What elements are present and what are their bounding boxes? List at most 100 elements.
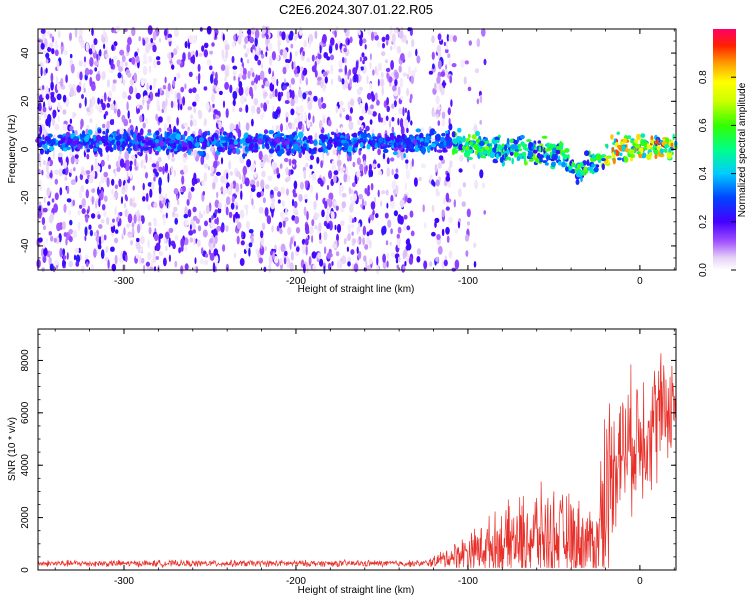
heatmap-cell <box>188 230 194 236</box>
heatmap-cell <box>320 160 323 169</box>
heatmap-band-cell <box>222 131 227 136</box>
colorbar-tick-label: 0.6 <box>698 118 709 132</box>
heatmap-band-cell <box>434 140 439 145</box>
heatmap-band-cell <box>157 145 162 153</box>
heatmap-band-cell <box>405 137 412 145</box>
heatmap-cell <box>307 100 313 111</box>
heatmap-cell <box>316 156 320 164</box>
heatmap-cell <box>328 192 334 201</box>
heatmap-cell <box>391 33 396 43</box>
heatmap-cell <box>330 37 335 46</box>
heatmap-cell <box>238 107 243 113</box>
heatmap-band-cell <box>334 132 337 140</box>
heatmap-band-cell <box>538 154 544 160</box>
heatmap-cell <box>49 172 53 178</box>
heatmap-cell <box>269 82 275 92</box>
heatmap-cell <box>47 46 52 53</box>
heatmap-cell <box>381 86 384 96</box>
heatmap-cell <box>418 176 422 182</box>
heatmap-band-cell <box>261 143 265 149</box>
heatmap-cell <box>472 163 476 170</box>
heatmap-cell <box>103 234 107 241</box>
heatmap-cell <box>123 118 129 127</box>
heatmap-cell <box>68 236 73 243</box>
heatmap-cell <box>323 246 327 255</box>
heatmap-cell <box>143 264 146 274</box>
heatmap-cell <box>288 158 292 166</box>
heatmap-cell <box>49 263 54 272</box>
heatmap-band-cell <box>183 130 188 137</box>
heatmap-band-cell <box>496 144 502 150</box>
heatmap-cell <box>271 198 276 203</box>
heatmap-cell <box>239 65 244 74</box>
heatmap-cell <box>124 159 130 167</box>
heatmap-cell <box>294 34 297 42</box>
heatmap-cell <box>305 229 310 235</box>
heatmap-cell <box>176 45 179 50</box>
heatmap-cell <box>215 262 218 268</box>
heatmap-cell <box>445 192 450 203</box>
heatmap-cell <box>100 98 104 105</box>
heatmap-band-cell <box>489 151 496 159</box>
heatmap-band-cell <box>382 148 389 154</box>
heatmap-cell <box>120 255 123 264</box>
heatmap-cell <box>198 110 203 120</box>
heatmap-cell <box>352 67 358 75</box>
heatmap-band-cell <box>592 153 595 160</box>
heatmap-cell <box>42 106 47 113</box>
heatmap-cell <box>402 265 406 271</box>
heatmap-band-cell <box>473 144 480 151</box>
heatmap-cell <box>135 241 141 250</box>
heatmap-cell <box>245 104 249 113</box>
heatmap-band-cell <box>551 154 555 160</box>
heatmap-cell <box>176 59 182 65</box>
heatmap-cell <box>458 168 463 173</box>
heatmap-cell <box>277 91 281 102</box>
heatmap-band-cell <box>601 158 606 162</box>
heatmap-cell <box>420 127 424 133</box>
heatmap-band-cell <box>207 140 210 147</box>
heatmap-cell <box>295 105 300 113</box>
heatmap-cell <box>271 208 274 218</box>
heatmap-cell <box>60 77 64 88</box>
heatmap-cell <box>57 114 60 123</box>
heatmap-cell <box>308 112 311 121</box>
heatmap-cell <box>335 251 340 257</box>
heatmap-band-cell <box>419 132 424 140</box>
heatmap-cell <box>341 192 347 198</box>
heatmap-cell <box>248 247 251 257</box>
heatmap-band-cell <box>593 166 599 173</box>
heatmap-band-cell <box>646 143 650 151</box>
heatmap-cell <box>434 163 438 173</box>
heatmap-cell <box>132 202 137 208</box>
heatmap-cell <box>368 163 372 172</box>
heatmap-cell <box>106 102 111 108</box>
heatmap-cell <box>403 221 406 231</box>
heatmap-cell <box>125 254 128 263</box>
heatmap-cell <box>195 93 200 102</box>
heatmap-cell <box>98 236 102 246</box>
snr-background <box>38 329 676 570</box>
spectrogram-x-ticks: -300 -200 -100 0 <box>54 29 675 287</box>
heatmap-band-cell <box>477 146 481 151</box>
heatmap-cell <box>390 60 394 70</box>
heatmap-cell <box>54 49 59 57</box>
spectrogram-x-label: Height of straight line (km) <box>298 284 415 295</box>
heatmap-cell <box>385 115 389 122</box>
heatmap-band-cell <box>245 137 251 144</box>
heatmap-cell <box>232 70 237 76</box>
heatmap-band-cell <box>601 163 605 171</box>
heatmap-cell <box>44 38 48 47</box>
heatmap-cell <box>142 196 146 202</box>
heatmap-cell <box>344 79 349 89</box>
heatmap-band-cell <box>322 146 326 154</box>
heatmap-band-cell <box>409 135 415 139</box>
heatmap-cell <box>224 81 230 90</box>
heatmap-band-cell <box>561 161 566 168</box>
heatmap-cell <box>75 158 78 164</box>
heatmap-cell <box>286 188 289 196</box>
heatmap-cell <box>389 27 392 35</box>
heatmap-cell <box>72 199 75 207</box>
heatmap-cell <box>107 259 110 269</box>
heatmap-cell <box>78 28 83 37</box>
